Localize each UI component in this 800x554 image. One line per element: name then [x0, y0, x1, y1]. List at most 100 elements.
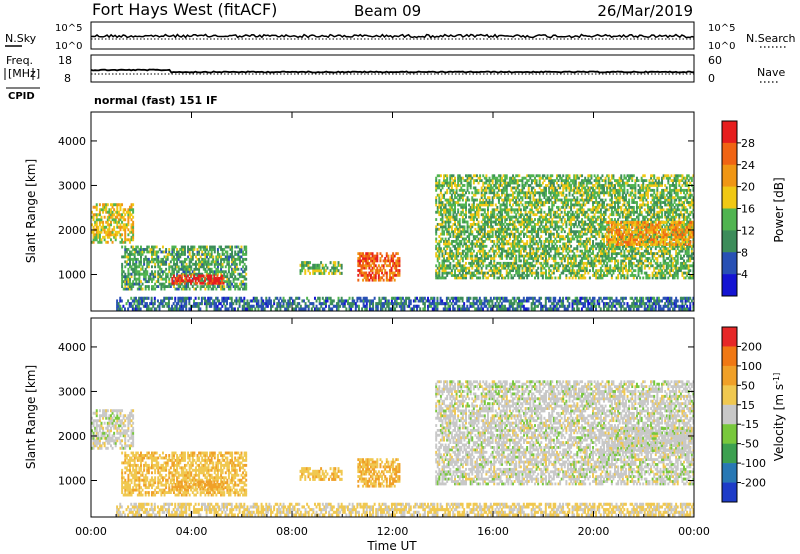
power-echo-cell — [331, 307, 334, 311]
power-echo-cell — [362, 299, 365, 303]
power-echo-cell — [158, 265, 161, 269]
power-echo-cell — [392, 264, 395, 268]
power-echo-cell — [518, 252, 521, 256]
power-echo-cell — [242, 280, 245, 284]
power-echo-cell — [521, 198, 524, 202]
power-echo-cell — [483, 215, 486, 219]
power-echo-cell — [668, 307, 671, 311]
power-echo-cell — [526, 225, 529, 229]
power-echo-cell — [635, 296, 638, 300]
power-echo-cell — [461, 188, 464, 192]
power-echo-cell — [449, 235, 452, 238]
power-echo-cell — [132, 228, 135, 232]
power-echo-cell — [555, 307, 558, 311]
power-echo-cell — [477, 230, 480, 234]
power-echo-cell — [95, 215, 98, 219]
power-echo-cell — [523, 276, 526, 280]
power-echo-cell — [493, 227, 496, 231]
power-echo-cell — [456, 304, 459, 308]
power-echo-cell — [497, 184, 500, 187]
power-echo-cell — [530, 254, 533, 258]
power-echo-cell — [465, 244, 467, 248]
power-echo-cell — [127, 275, 130, 279]
power-echo-cell — [648, 304, 651, 308]
power-echo-cell — [461, 252, 464, 256]
power-echo-cell — [480, 201, 483, 204]
power-echo-cell — [513, 186, 516, 190]
power-echo-cell — [512, 191, 515, 195]
power-echo-cell — [485, 264, 488, 268]
power-echo-cell — [544, 299, 547, 303]
power-echo-cell — [552, 193, 555, 197]
power-echo-cell — [161, 250, 164, 254]
power-echo-cell — [530, 191, 533, 195]
power-echo-cell — [518, 271, 521, 275]
power-echo-cell — [465, 252, 467, 256]
power-echo-cell — [97, 218, 100, 222]
power-echo-cell — [458, 198, 461, 202]
power-echo-cell — [485, 181, 488, 185]
power-echo-cell — [548, 269, 551, 273]
power-echo-cell — [358, 254, 361, 258]
power-echo-cell — [494, 304, 497, 308]
power-echo-cell — [136, 299, 139, 303]
power-echo-cell — [168, 267, 171, 271]
power-echo-cell — [612, 299, 615, 303]
power-echo-cell — [568, 193, 571, 197]
power-echo-cell — [193, 267, 196, 271]
power-echo-cell — [496, 196, 499, 200]
power-echo-cell — [191, 270, 194, 274]
power-echo-cell — [485, 186, 488, 190]
power-echo-cell — [560, 227, 563, 231]
power-echo-cell — [304, 302, 307, 306]
power-echo-cell — [518, 302, 521, 306]
power-echo-cell — [113, 208, 116, 212]
power-echo-cell — [519, 215, 522, 219]
power-echo-cell — [565, 254, 568, 258]
power-echo-cell — [472, 299, 475, 303]
power-echo-cell — [547, 307, 550, 311]
power-echo-cell — [490, 259, 493, 263]
power-echo-cell — [442, 302, 445, 306]
power-echo-cell — [357, 259, 360, 263]
power-echo-cell — [574, 299, 577, 303]
power-echo-cell — [510, 181, 513, 185]
power-echo-cell — [392, 259, 395, 263]
power-echo-cell — [244, 302, 247, 306]
power-echo-cell — [537, 208, 540, 212]
power-echo-cell — [494, 302, 497, 306]
power-echo-cell — [529, 235, 532, 238]
power-echo-cell — [150, 299, 153, 303]
power-echo-cell — [185, 302, 188, 306]
power-echo-cell — [505, 174, 508, 178]
power-echo-cell — [150, 260, 153, 264]
power-echo-cell — [436, 257, 439, 260]
power-echo-cell — [482, 247, 485, 251]
power-echo-cell — [460, 235, 463, 238]
power-echo-cell — [234, 260, 237, 264]
power-echo-cell — [237, 285, 240, 289]
power-echo-cell — [172, 267, 175, 271]
power-echo-cell — [637, 299, 640, 303]
power-echo-cell — [124, 260, 127, 264]
power-echo-cell — [199, 302, 202, 306]
power-echo-cell — [449, 191, 452, 195]
power-echo-cell — [530, 225, 533, 229]
power-echo-cell — [201, 262, 204, 266]
power-echo-cell — [541, 276, 544, 280]
power-echo-cell — [535, 304, 538, 308]
power-echo-cell — [508, 261, 511, 265]
power-echo-cell — [537, 247, 540, 251]
power-echo-cell — [374, 271, 377, 275]
power-echo-cell — [504, 179, 507, 183]
power-echo-cell — [501, 244, 504, 248]
power-echo-cell — [545, 249, 547, 253]
power-echo-cell — [146, 245, 149, 249]
power-echo-cell — [527, 218, 530, 221]
power-echo-cell — [141, 250, 144, 254]
power-echo-cell — [499, 208, 502, 212]
power-echo-cell — [379, 278, 382, 282]
power-echo-cell — [384, 271, 387, 275]
power-echo-cell — [617, 299, 620, 303]
power-echo-cell — [168, 262, 171, 266]
